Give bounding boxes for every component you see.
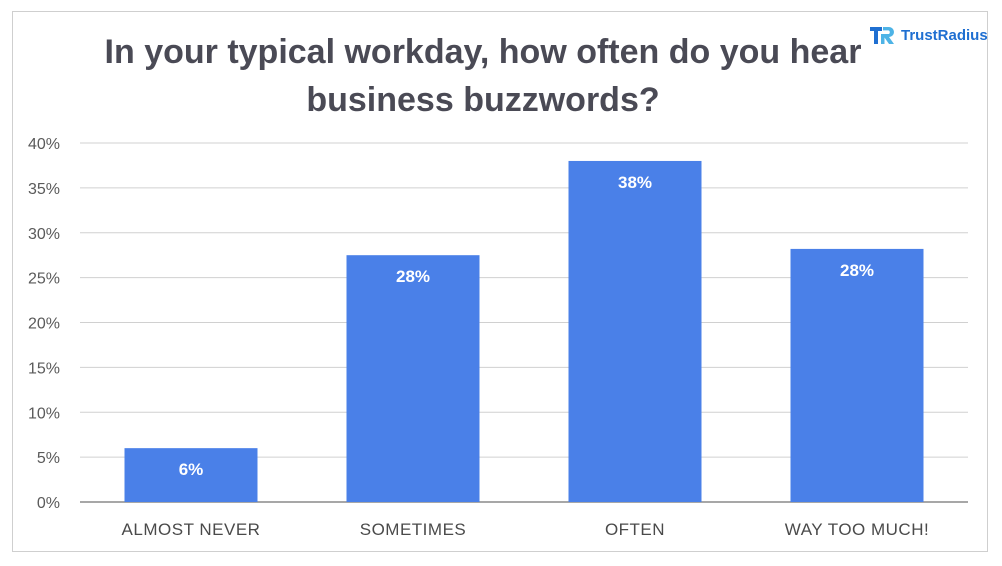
y-tick-label: 5% xyxy=(37,450,60,467)
data-label: 28% xyxy=(396,267,430,286)
trustradius-logo-icon xyxy=(870,27,894,44)
brand-logo: TrustRadius xyxy=(868,22,988,48)
y-tick-label: 0% xyxy=(37,495,60,512)
x-category-label: ALMOST NEVER xyxy=(122,520,261,539)
bar xyxy=(568,160,702,502)
bar xyxy=(346,255,480,502)
y-tick-label: 10% xyxy=(28,405,60,422)
data-label: 6% xyxy=(179,460,204,479)
y-tick-label: 15% xyxy=(28,360,60,377)
bar xyxy=(790,248,924,502)
y-tick-label: 30% xyxy=(28,226,60,243)
y-tick-label: 25% xyxy=(28,271,60,288)
x-category-label: WAY TOO MUCH! xyxy=(785,520,929,539)
chart-title: In your typical workday, how often do yo… xyxy=(104,33,862,119)
brand-name: TrustRadius xyxy=(901,26,988,44)
y-tick-label: 20% xyxy=(28,316,60,333)
data-label: 28% xyxy=(840,261,874,280)
x-category-label: SOMETIMES xyxy=(360,520,467,539)
y-tick-label: 35% xyxy=(28,181,60,198)
data-label: 38% xyxy=(618,173,652,192)
bar xyxy=(124,448,258,502)
x-category-label: OFTEN xyxy=(605,520,665,539)
y-tick-label: 40% xyxy=(28,136,60,153)
